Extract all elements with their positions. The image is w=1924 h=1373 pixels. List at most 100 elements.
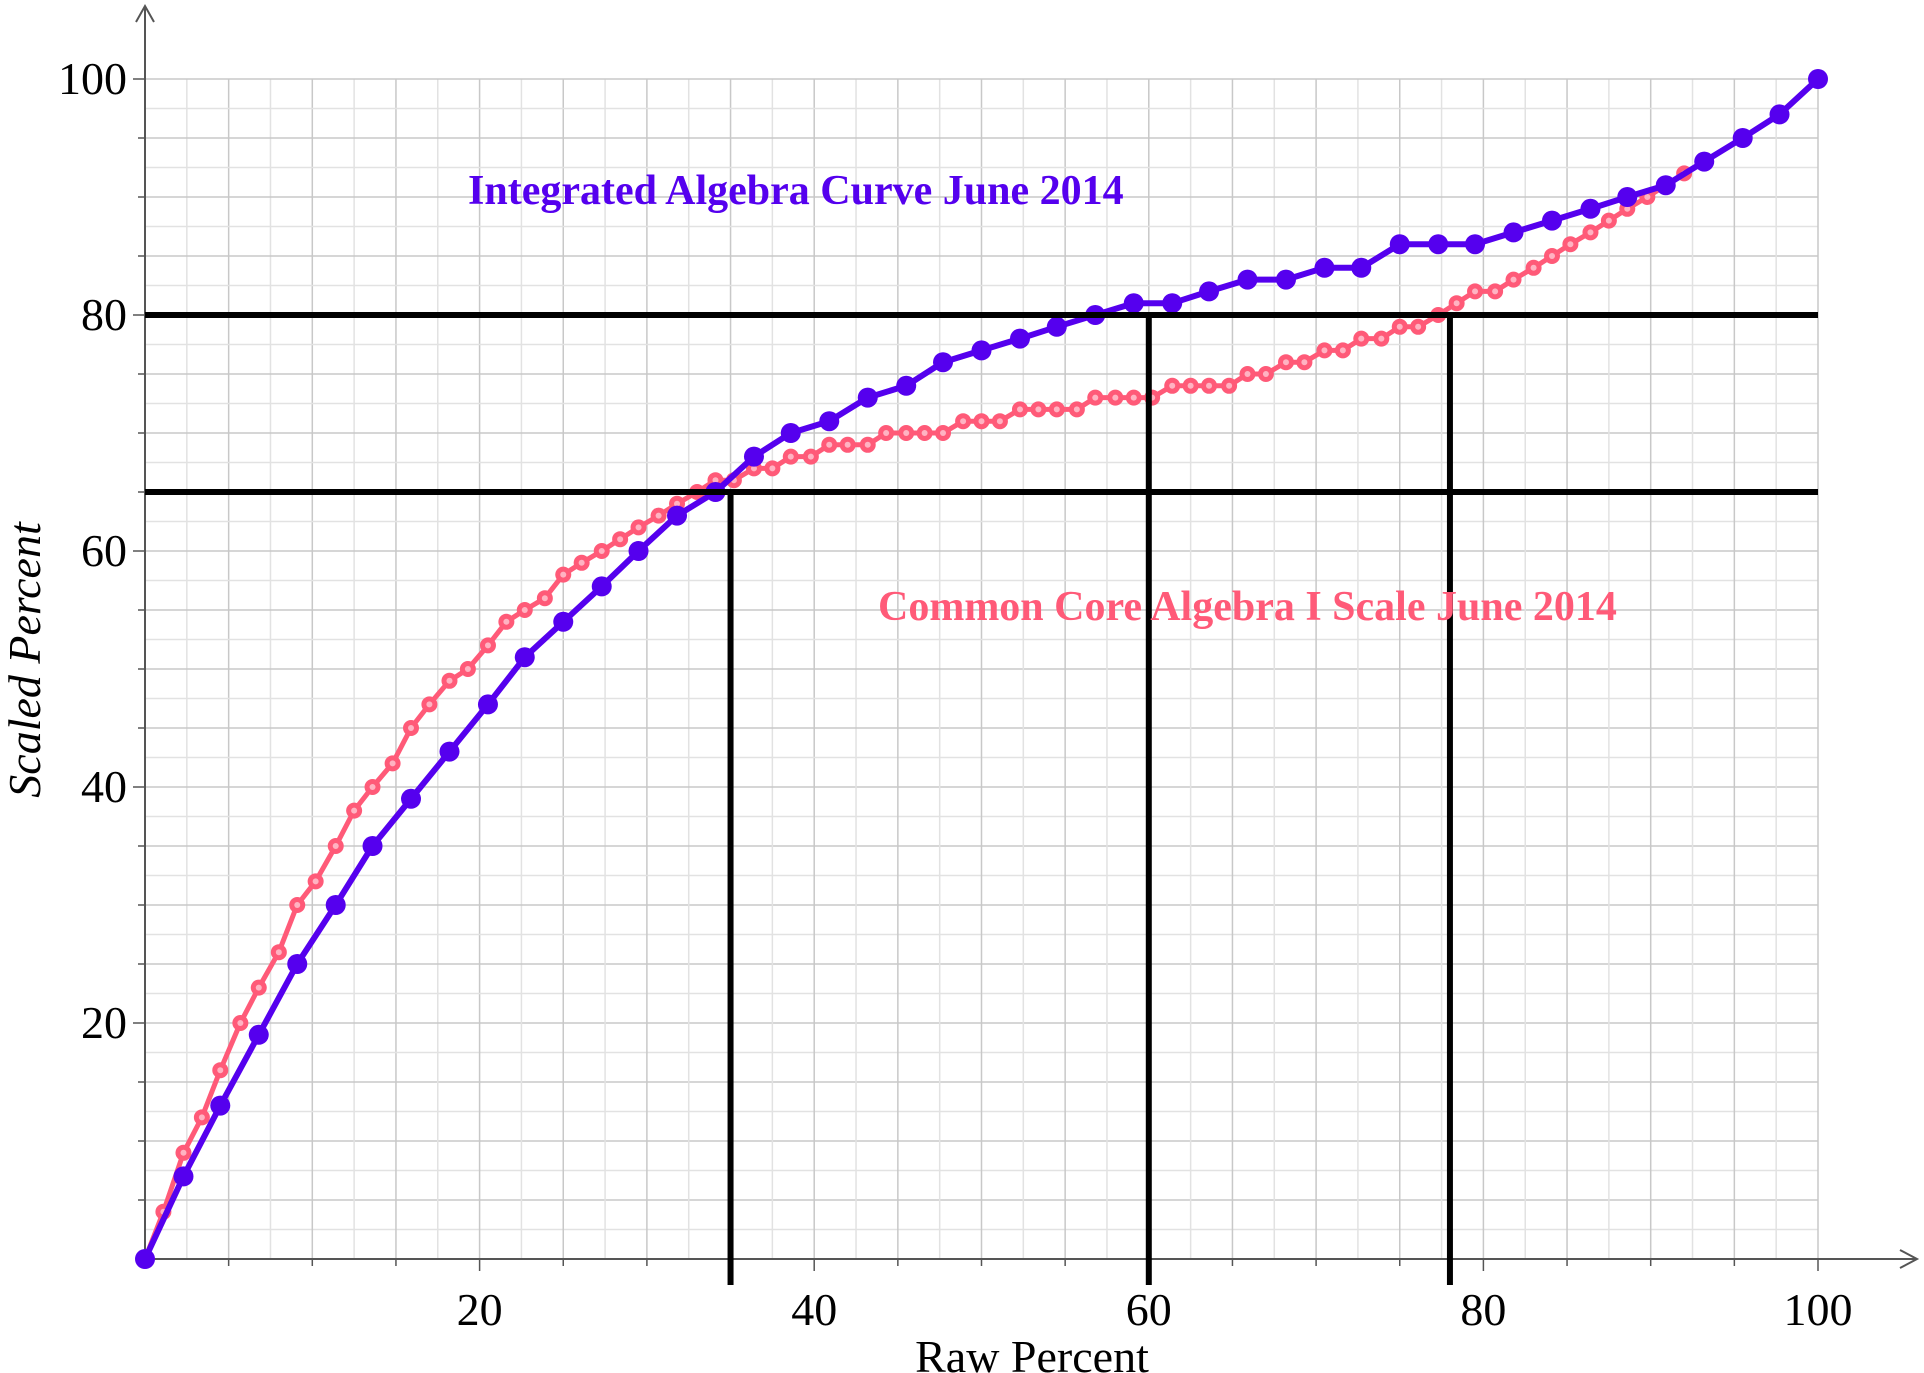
data-point-center [255, 984, 262, 991]
data-point-center [294, 902, 301, 908]
data-point-center [484, 642, 491, 649]
data-point [1655, 175, 1676, 196]
data-point-center [1187, 382, 1194, 389]
data-point [667, 505, 688, 526]
series-integrated [135, 69, 1828, 1269]
data-point-center [1073, 406, 1080, 413]
data-point-center [198, 1114, 205, 1121]
data-point [1275, 269, 1296, 290]
data-point-center [1605, 217, 1612, 224]
data-point [591, 576, 612, 597]
data-point [1541, 210, 1562, 231]
data-point-center [712, 477, 719, 484]
data-point [477, 694, 498, 715]
x-tick-label: 100 [1784, 1284, 1853, 1335]
data-point [1732, 128, 1753, 148]
data-point-center [921, 430, 928, 436]
x-tick-label: 80 [1460, 1284, 1506, 1335]
data-point [1123, 293, 1144, 314]
y-tick-label: 40 [81, 761, 127, 812]
data-point-center [1492, 288, 1499, 295]
data-point-center [1016, 406, 1023, 413]
data-point-center [1226, 382, 1233, 389]
data-point-center [864, 441, 871, 448]
data-point-center [787, 453, 794, 460]
x-tick-label: 60 [1126, 1284, 1172, 1335]
data-point-center [446, 677, 453, 684]
data-point [780, 423, 801, 443]
data-point-center [408, 725, 415, 731]
data-point-center [883, 430, 890, 436]
y-tick-label: 100 [58, 53, 127, 104]
x-tick-label: 20 [457, 1284, 503, 1335]
data-point [514, 647, 535, 668]
data-point [971, 340, 992, 361]
data-point-center [1301, 359, 1308, 366]
data-point-center [541, 595, 548, 602]
data-point-center [750, 465, 757, 472]
y-tick-label: 60 [81, 525, 127, 576]
y-tick-label: 20 [81, 997, 127, 1048]
data-point [1580, 198, 1601, 219]
data-point-center [1053, 406, 1060, 413]
data-point-center [1092, 394, 1099, 401]
data-point [628, 541, 649, 561]
series-common-core [137, 153, 1713, 1267]
data-point [1694, 151, 1715, 172]
data-point-center [1339, 347, 1346, 354]
data-point [210, 1095, 231, 1116]
series-layer [135, 69, 1828, 1269]
data-point [933, 352, 954, 373]
data-point-center [655, 512, 662, 519]
data-point-center [826, 441, 833, 448]
reference-lines [145, 312, 1818, 1285]
data-point [1314, 257, 1335, 278]
data-point-center [312, 878, 319, 885]
data-point [553, 611, 574, 632]
data-point-center [578, 559, 585, 566]
data-point-center [1358, 335, 1365, 342]
data-point-center [1644, 194, 1651, 200]
data-point [439, 741, 460, 762]
data-point [1617, 187, 1638, 207]
annotation-integrated: Integrated Algebra Curve June 2014 [468, 168, 1124, 214]
data-point-center [598, 548, 605, 554]
data-point-center [217, 1067, 224, 1074]
data-point-center [1035, 406, 1042, 413]
grid [145, 78, 1819, 1259]
data-point-center [389, 760, 396, 767]
data-point [1503, 222, 1524, 243]
data-point-center [1567, 241, 1574, 248]
data-point [1769, 104, 1790, 125]
data-point-center [769, 465, 776, 472]
data-point [1199, 281, 1220, 302]
data-point [325, 895, 346, 915]
data-point [362, 836, 383, 856]
data-point-center [275, 949, 282, 956]
data-point [287, 954, 308, 974]
tick-labels: 20 40 60 80 100 20 40 60 80 100 [58, 53, 1853, 1335]
data-point [1389, 234, 1410, 255]
data-point-center [560, 571, 567, 578]
data-point [135, 1249, 155, 1269]
data-point-center [1378, 335, 1385, 342]
y-axis-arrow [135, 3, 155, 23]
data-point-center [1169, 382, 1176, 389]
data-point-center [960, 418, 967, 425]
y-tick-label: 80 [81, 289, 127, 340]
data-point-center [635, 524, 642, 531]
x-axis-title: Raw Percent [915, 1331, 1149, 1373]
data-point-center [1396, 323, 1403, 330]
data-point-center [807, 453, 814, 460]
data-point-center [1206, 382, 1213, 389]
data-point-center [1415, 323, 1422, 330]
data-point-center [180, 1149, 187, 1156]
x-axis-arrow [1899, 1249, 1920, 1269]
data-point-center [1624, 205, 1631, 212]
data-point-center [351, 807, 358, 814]
data-point [1162, 293, 1183, 314]
data-point-center [996, 418, 1003, 425]
data-point-center [978, 418, 985, 425]
data-point-center [940, 430, 947, 436]
